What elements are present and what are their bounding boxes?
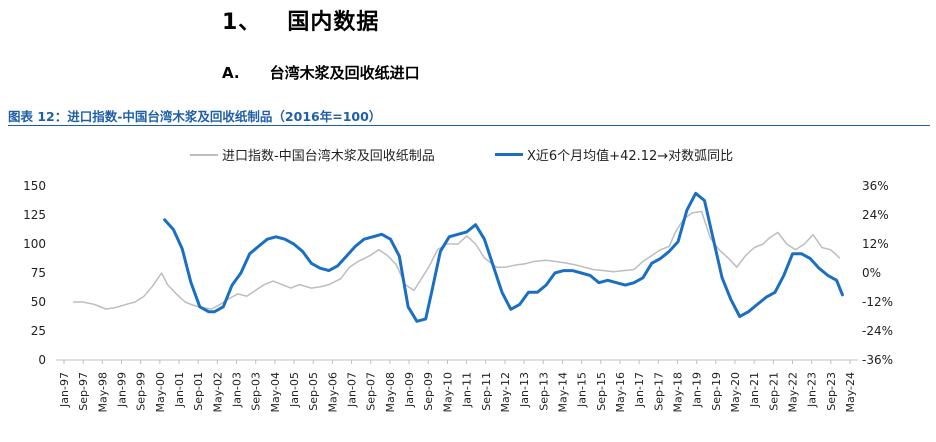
x-tick-label: Jan-23 (806, 372, 819, 408)
legend-label-gray: 进口指数-中国台湾木浆及回收纸制品 (222, 149, 435, 164)
x-tick-label: Sep-17 (652, 372, 665, 411)
series-line-blue (163, 191, 844, 323)
x-tick-label: Sep-97 (77, 372, 90, 411)
y-right-tick-label: -36% (862, 353, 893, 367)
x-tick-label: Sep-11 (480, 372, 493, 411)
legend-item-blue-series: X近6个月均值+42.12→对数弧同比 (495, 145, 733, 164)
y-right-tick-label: 0% (862, 266, 881, 280)
x-tick-label: May-08 (384, 372, 397, 413)
section-title: 国内数据 (287, 10, 380, 35)
x-tick-label: May-16 (614, 372, 627, 413)
chart-axes: 0 25 50 75 100 125 150 -36% -24% -12% 0% 12% 24% 36% J… (23, 179, 893, 413)
y-right-tick-label: 24% (862, 208, 889, 222)
x-tick-label: May-18 (671, 372, 684, 413)
figure-caption: 图表 12：进口指数-中国台湾木浆及回收纸制品（2016年=100） (8, 109, 382, 124)
x-tick-label: May-14 (556, 372, 569, 413)
x-tick-label: Sep-21 (767, 372, 780, 411)
x-tick-label: Jan-11 (461, 372, 474, 408)
y-left-tick-label: 0 (38, 353, 46, 367)
x-tick-label: Jan-99 (116, 372, 129, 408)
x-tick-label: Jan-97 (58, 372, 71, 408)
subsection-number: A. (222, 64, 240, 82)
legend-swatch-gray (190, 153, 218, 156)
y-left-tick-label: 50 (31, 295, 46, 309)
y-right-tick-label: -24% (862, 324, 893, 338)
x-tick-label: May-98 (96, 372, 109, 413)
x-tick-label: Jan-17 (633, 372, 646, 408)
x-tick-label: May-00 (154, 372, 167, 413)
x-tick-label: Sep-09 (422, 372, 435, 411)
x-tick-label: May-24 (844, 372, 857, 413)
legend-item-gray-series: 进口指数-中国台湾木浆及回收纸制品 (190, 145, 435, 164)
x-tick-label: May-20 (729, 372, 742, 413)
section-number: 1、 (222, 10, 262, 35)
x-tick-label: Jan-15 (576, 372, 589, 408)
y-right-tick-label: 12% (862, 237, 889, 251)
y-left-tick-label: 150 (23, 179, 46, 193)
x-tick-label: Jan-19 (691, 372, 704, 408)
x-tick-label: Sep-03 (250, 372, 263, 411)
y-right-tick-label: -12% (862, 295, 893, 309)
x-tick-label: Sep-13 (537, 372, 550, 411)
x-tick-label: Jan-05 (288, 372, 301, 408)
x-tick-label: Sep-15 (595, 372, 608, 411)
legend-swatch-blue (495, 153, 523, 156)
y-left-tick-label: 125 (23, 208, 46, 222)
x-tick-label: May-04 (269, 372, 282, 413)
x-tick-label: May-22 (786, 372, 799, 413)
x-tick-label: May-02 (211, 372, 224, 413)
chart-series (72, 191, 844, 323)
x-tick-label: Sep-99 (135, 372, 148, 411)
subsection-heading: A. 台湾木浆及回收纸进口 (222, 62, 420, 83)
subsection-title: 台湾木浆及回收纸进口 (269, 64, 420, 82)
x-tick-label: May-12 (499, 372, 512, 413)
y-left-tick-label: 100 (23, 237, 46, 251)
x-tick-label: Jan-13 (518, 372, 531, 408)
x-tick-label: Jan-03 (231, 372, 244, 408)
x-tick-label: May-06 (326, 372, 339, 413)
x-tick-label: Jan-01 (173, 372, 186, 408)
x-tick-label: Jan-09 (403, 372, 416, 408)
y-left-tick-label: 25 (31, 324, 46, 338)
x-tick-label: Sep-23 (825, 372, 838, 411)
legend-label-blue: X近6个月均值+42.12→对数弧同比 (527, 149, 734, 164)
x-tick-label: Jan-21 (748, 372, 761, 408)
x-tick-label: Sep-19 (710, 372, 723, 411)
x-tick-label: Sep-01 (192, 372, 205, 411)
x-tick-label: May-10 (441, 372, 454, 413)
caption-divider (8, 125, 930, 126)
y-left-tick-label: 75 (31, 266, 46, 280)
x-tick-label: Jan-07 (346, 372, 359, 408)
x-tick-label: Sep-07 (365, 372, 378, 411)
section-heading: 1、 国内数据 (222, 4, 379, 36)
y-right-tick-label: 36% (862, 179, 889, 193)
x-tick-label: Sep-05 (307, 372, 320, 411)
series-line-gray (72, 210, 841, 310)
